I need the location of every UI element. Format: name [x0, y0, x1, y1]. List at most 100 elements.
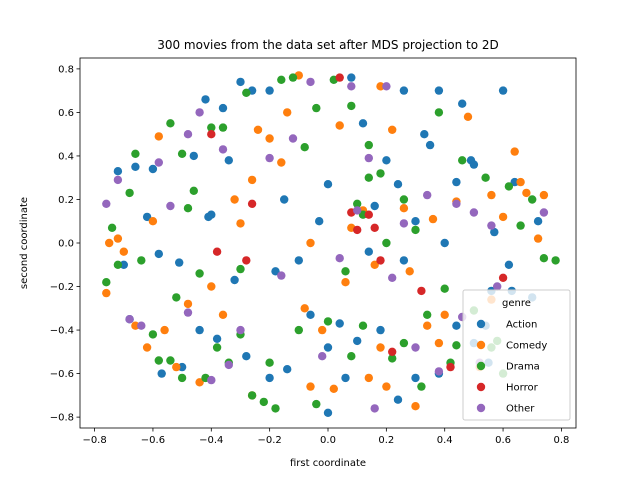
point-other-15 — [306, 77, 315, 87]
point-other-20 — [364, 153, 373, 163]
point-other-23 — [399, 219, 409, 228]
point-drama-5 — [154, 356, 163, 365]
legend-label-action: Action — [506, 320, 537, 331]
point-comedy-22 — [335, 121, 344, 130]
point-horror-1 — [212, 247, 222, 256]
point-comedy-12 — [247, 175, 257, 185]
point-comedy-4 — [142, 343, 152, 352]
point-horror-0 — [207, 130, 216, 139]
x-axis-label: first coordinate — [290, 458, 366, 469]
point-drama-4 — [148, 330, 158, 339]
point-drama-48 — [212, 343, 222, 352]
legend-marker-comedy — [476, 340, 486, 350]
point-drama-9 — [189, 186, 198, 195]
point-comedy-50 — [516, 177, 525, 187]
point-drama-14 — [236, 264, 245, 274]
point-action-1 — [142, 212, 152, 222]
point-action-27 — [411, 217, 420, 226]
point-action-3 — [154, 249, 163, 259]
point-drama-29 — [382, 238, 391, 248]
point-comedy-41 — [533, 234, 543, 243]
point-action-26 — [399, 256, 409, 265]
point-drama-24 — [341, 267, 350, 276]
point-other-7 — [195, 108, 204, 117]
point-action-24 — [382, 156, 391, 165]
point-other-6 — [183, 130, 193, 139]
point-action-13 — [271, 267, 280, 276]
point-drama-3 — [137, 256, 146, 265]
point-comedy-0 — [102, 288, 111, 298]
point-drama-61 — [312, 399, 321, 409]
point-horror-6 — [376, 256, 385, 265]
point-action-31 — [440, 238, 449, 248]
point-other-26 — [452, 199, 461, 208]
point-comedy-39 — [510, 147, 519, 156]
point-drama-64 — [364, 140, 373, 150]
point-drama-2 — [131, 149, 140, 158]
point-comedy-40 — [522, 188, 531, 198]
point-drama-19 — [288, 73, 298, 82]
point-drama-35 — [440, 284, 449, 293]
point-comedy-51 — [539, 190, 549, 200]
point-action-48 — [195, 325, 204, 335]
point-comedy-18 — [300, 304, 309, 313]
point-action-12 — [265, 86, 274, 95]
point-action-7 — [218, 103, 228, 113]
point-comedy-8 — [207, 282, 216, 291]
point-drama-37 — [458, 156, 467, 165]
point-action-9 — [230, 275, 239, 285]
point-drama-10 — [195, 269, 204, 278]
point-action-38 — [490, 227, 499, 237]
point-other-24 — [411, 343, 420, 352]
y-tick-label: −0.6 — [50, 369, 74, 380]
point-other-33 — [370, 404, 379, 413]
point-action-47 — [177, 362, 187, 372]
point-action-10 — [236, 77, 245, 87]
x-tick-label: 0.8 — [553, 435, 569, 446]
point-comedy-23 — [341, 278, 350, 287]
point-action-8 — [224, 156, 233, 165]
point-comedy-21 — [329, 384, 338, 393]
point-drama-33 — [423, 310, 432, 319]
point-other-34 — [423, 190, 432, 200]
point-other-18 — [347, 82, 356, 91]
point-action-22 — [364, 247, 373, 256]
point-action-4 — [175, 258, 184, 267]
point-other-4 — [154, 158, 163, 167]
x-tick-label: −0.4 — [199, 435, 223, 446]
point-drama-50 — [294, 325, 303, 335]
x-axis: −0.8 −0.6 −0.4 −0.2 0.0 0.2 0.4 0.6 0.8 — [82, 428, 569, 446]
point-action-61 — [452, 321, 461, 330]
y-tick-label: 0.4 — [58, 151, 74, 162]
point-other-12 — [265, 153, 274, 163]
point-action-6 — [207, 210, 216, 219]
point-comedy-14 — [265, 134, 274, 143]
point-drama-12 — [218, 123, 228, 132]
point-other-8 — [207, 375, 216, 385]
point-action-58 — [393, 395, 403, 404]
point-drama-27 — [364, 173, 373, 182]
point-drama-28 — [376, 169, 385, 178]
point-drama-47 — [177, 373, 187, 383]
point-comedy-46 — [376, 343, 385, 352]
point-other-30 — [487, 221, 496, 230]
y-axis: −0.8 −0.6 −0.4 −0.2 0.0 0.2 0.4 0.6 0.8 — [50, 64, 80, 424]
point-drama-15 — [242, 88, 251, 98]
point-horror-12 — [242, 256, 251, 265]
point-drama-49 — [265, 358, 274, 367]
point-horror-7 — [388, 347, 397, 356]
point-drama-62 — [358, 321, 368, 330]
point-action-52 — [283, 365, 292, 374]
point-comedy-2 — [113, 234, 123, 243]
point-other-5 — [166, 201, 175, 211]
point-other-35 — [493, 282, 502, 291]
point-drama-0 — [107, 223, 117, 232]
legend-box — [462, 289, 571, 421]
point-action-19 — [335, 319, 344, 328]
x-tick-label: 0.2 — [378, 435, 394, 446]
point-comedy-35 — [463, 112, 473, 122]
point-action-55 — [341, 373, 350, 383]
point-comedy-45 — [306, 382, 315, 391]
point-other-31 — [539, 208, 549, 217]
point-drama-56 — [125, 188, 134, 198]
